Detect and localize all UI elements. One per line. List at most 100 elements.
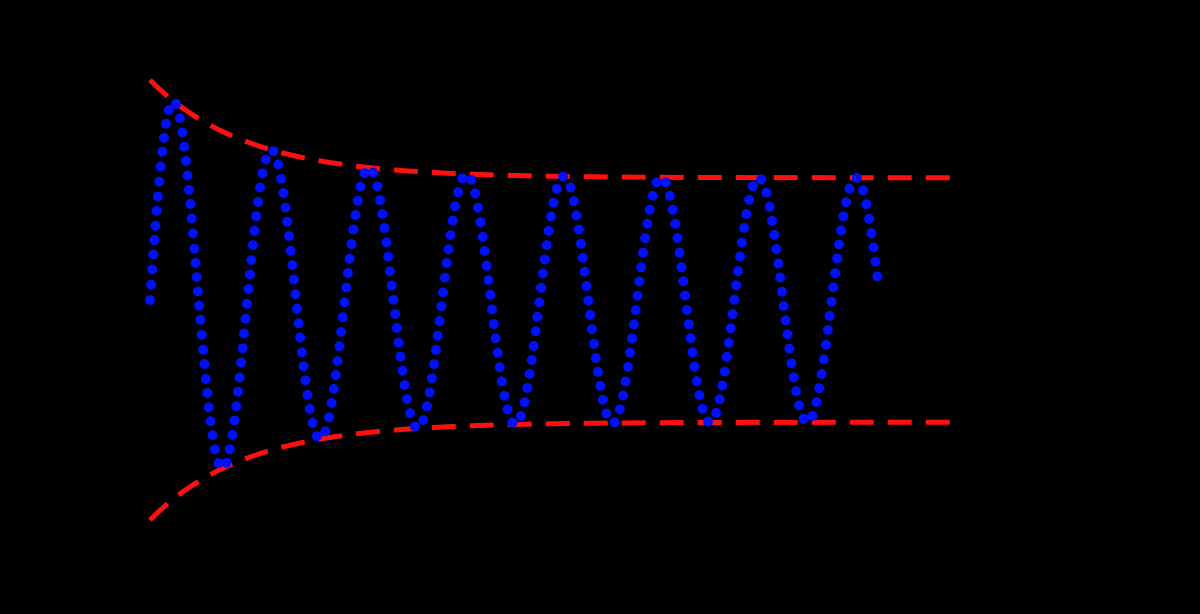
wave-marker: [433, 331, 443, 341]
wave-marker: [495, 362, 505, 372]
wave-marker: [591, 353, 601, 363]
wave-marker: [251, 211, 261, 221]
wave-marker: [248, 240, 258, 250]
wave-marker: [390, 309, 400, 319]
wave-marker: [544, 226, 554, 236]
wave-marker: [789, 372, 799, 382]
wave-marker: [154, 177, 164, 187]
wave-marker: [152, 206, 162, 216]
wave-marker: [767, 216, 777, 226]
wave-marker: [841, 197, 851, 207]
wave-marker: [864, 214, 874, 224]
wave-marker: [638, 248, 648, 258]
wave-marker: [652, 177, 662, 187]
wave-marker: [191, 258, 201, 268]
wave-marker: [457, 174, 467, 184]
wave-marker: [687, 347, 697, 357]
wave-marker: [631, 305, 641, 315]
wave-marker: [569, 196, 579, 206]
wave-marker: [225, 444, 235, 454]
wave-marker: [297, 347, 307, 357]
wave-marker: [238, 343, 248, 353]
wave-marker: [350, 210, 360, 220]
wave-marker: [527, 355, 537, 365]
wave-marker: [761, 188, 771, 198]
wave-marker: [193, 286, 203, 296]
wave-marker: [329, 384, 339, 394]
wave-marker: [187, 213, 197, 223]
wave-marker: [286, 246, 296, 256]
wave-marker: [781, 315, 791, 325]
wave-marker: [379, 223, 389, 233]
wave-marker: [627, 333, 637, 343]
wave-marker: [565, 182, 575, 192]
wave-marker: [629, 319, 639, 329]
wave-marker: [823, 325, 833, 335]
wave-marker: [276, 174, 286, 184]
wave-marker: [692, 376, 702, 386]
wave-marker: [529, 341, 539, 351]
wave-marker: [179, 142, 189, 152]
wave-marker: [157, 147, 167, 157]
wave-marker: [189, 244, 199, 254]
wave-marker: [676, 262, 686, 272]
wave-marker: [741, 209, 751, 219]
wave-marker: [675, 248, 685, 258]
wave-marker: [289, 275, 299, 285]
wave-marker: [748, 181, 758, 191]
wave-marker: [648, 191, 658, 201]
wave-marker: [476, 217, 486, 227]
wave-marker: [253, 197, 263, 207]
wave-marker: [581, 281, 591, 291]
wave-marker: [516, 411, 526, 421]
wave-marker: [735, 252, 745, 262]
wave-marker: [348, 224, 358, 234]
wave-marker: [711, 408, 721, 418]
wave-marker: [782, 329, 792, 339]
wave-marker: [838, 211, 848, 221]
wave-marker: [731, 280, 741, 290]
wave-marker: [640, 233, 650, 243]
wave-marker: [670, 219, 680, 229]
wave-marker: [625, 348, 635, 358]
wave-marker: [534, 297, 544, 307]
wave-marker: [769, 230, 779, 240]
wave-marker: [250, 226, 260, 236]
wave-marker: [466, 175, 476, 185]
wave-marker: [334, 341, 344, 351]
wave-marker: [405, 408, 415, 418]
wave-marker: [499, 391, 509, 401]
wave-marker: [536, 283, 546, 293]
wave-marker: [858, 185, 868, 195]
wave-marker: [642, 219, 652, 229]
wave-marker: [394, 338, 404, 348]
wave-marker: [375, 195, 385, 205]
wave-marker: [791, 386, 801, 396]
wave-marker: [482, 261, 492, 271]
wave-marker: [665, 191, 675, 201]
wave-marker: [744, 195, 754, 205]
wave-marker: [737, 238, 747, 248]
wave-marker: [574, 225, 584, 235]
wave-marker: [324, 412, 334, 422]
wave-marker: [198, 345, 208, 355]
wave-marker: [427, 373, 437, 383]
wave-marker: [728, 309, 738, 319]
wave-marker: [183, 170, 193, 180]
wave-marker: [368, 167, 378, 177]
wave-marker: [470, 188, 480, 198]
wave-marker: [821, 340, 831, 350]
wave-marker: [615, 404, 625, 414]
wave-marker: [436, 301, 446, 311]
wave-marker: [194, 301, 204, 311]
wave-marker: [773, 258, 783, 268]
wave-marker: [146, 280, 156, 290]
wave-marker: [756, 174, 766, 184]
wave-marker: [227, 430, 237, 440]
wave-marker: [381, 237, 391, 247]
wave-marker: [487, 304, 497, 314]
wave-marker: [300, 375, 310, 385]
wave-marker: [632, 291, 642, 301]
wave-marker: [866, 228, 876, 238]
wave-marker: [294, 318, 304, 328]
